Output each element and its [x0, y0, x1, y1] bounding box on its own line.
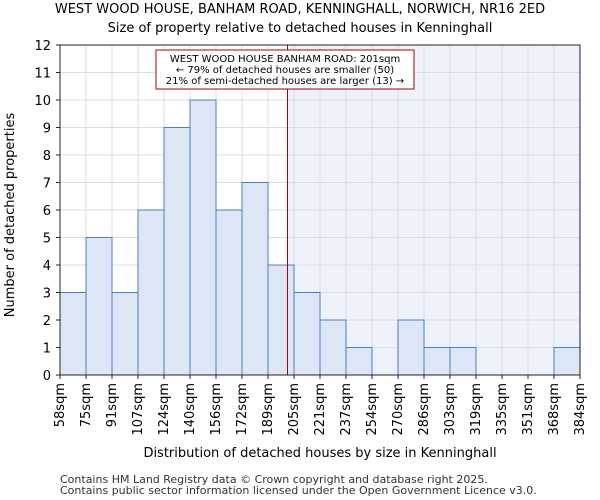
- x-tick-label: 140sqm: [183, 383, 198, 436]
- x-tick-label: 254sqm: [365, 383, 380, 436]
- chart-subtitle: Size of property relative to detached ho…: [108, 21, 493, 36]
- x-axis-ticks: 58sqm 75sqm 91sqm 107sqm 124sqm 140sqm 156sqm 1…: [53, 375, 588, 436]
- footer-line-1: Contains HM Land Registry data © Crown c…: [60, 473, 488, 486]
- y-tick-label: 11: [34, 67, 51, 82]
- y-tick-label: 5: [43, 232, 51, 247]
- annotation-box: WEST WOOD HOUSE BANHAM ROAD: 201sqm ← 79…: [155, 49, 415, 90]
- y-tick-label: 6: [43, 204, 51, 219]
- y-tick-label: 3: [43, 287, 51, 302]
- bar: [111, 292, 139, 376]
- y-tick-label: 7: [43, 177, 51, 192]
- x-tick-label: 319sqm: [469, 383, 484, 436]
- bar: [85, 237, 113, 376]
- x-tick-label: 221sqm: [313, 383, 328, 436]
- x-tick-label: 58sqm: [53, 383, 68, 427]
- bar: [319, 319, 347, 376]
- x-tick-label: 384sqm: [573, 383, 588, 436]
- bar: [215, 209, 243, 376]
- y-tick-label: 1: [43, 342, 51, 357]
- x-tick-label: 286sqm: [417, 383, 432, 436]
- x-tick-label: 156sqm: [209, 383, 224, 436]
- bar: [449, 347, 477, 376]
- x-tick-label: 189sqm: [261, 383, 276, 436]
- x-tick-label: 270sqm: [391, 383, 406, 436]
- x-tick-label: 368sqm: [547, 383, 562, 436]
- x-tick-label: 91sqm: [105, 383, 120, 427]
- footer-line-2: Contains public sector information licen…: [60, 484, 537, 497]
- bar: [267, 264, 295, 376]
- bar: [189, 99, 217, 376]
- y-tick-label: 12: [34, 39, 51, 54]
- x-tick-label: 75sqm: [79, 383, 94, 427]
- y-axis-label: Number of detached properties: [3, 113, 18, 318]
- bar: [293, 292, 321, 376]
- annotation-line-2: ← 79% of detached houses are smaller (50…: [176, 65, 394, 76]
- x-axis-label: Distribution of detached houses by size …: [143, 446, 496, 461]
- y-tick-label: 9: [43, 122, 51, 137]
- bar: [553, 347, 581, 376]
- y-tick-label: 4: [43, 259, 51, 274]
- annotation-line-1: WEST WOOD HOUSE BANHAM ROAD: 201sqm: [170, 54, 400, 65]
- y-tick-label: 2: [43, 314, 51, 329]
- bar: [397, 319, 425, 376]
- y-tick-label: 8: [43, 149, 51, 164]
- bar: [241, 182, 269, 376]
- x-tick-label: 124sqm: [157, 383, 172, 436]
- y-tick-label: 0: [43, 369, 51, 384]
- bar: [163, 127, 191, 376]
- y-tick-label: 10: [34, 94, 51, 109]
- x-tick-label: 172sqm: [235, 383, 250, 436]
- x-tick-label: 303sqm: [443, 383, 458, 436]
- bar: [345, 347, 373, 376]
- bar: [423, 347, 451, 376]
- x-tick-label: 205sqm: [287, 383, 302, 436]
- x-tick-label: 237sqm: [339, 383, 354, 436]
- x-tick-label: 107sqm: [131, 383, 146, 436]
- bar: [137, 209, 165, 376]
- chart-title: WEST WOOD HOUSE, BANHAM ROAD, KENNINGHAL…: [55, 2, 545, 17]
- annotation-border: [155, 49, 415, 90]
- annotation-line-3: 21% of semi-detached houses are larger (…: [166, 76, 404, 87]
- x-tick-label: 351sqm: [521, 383, 536, 436]
- x-tick-label: 335sqm: [495, 383, 510, 436]
- bar: [59, 292, 87, 376]
